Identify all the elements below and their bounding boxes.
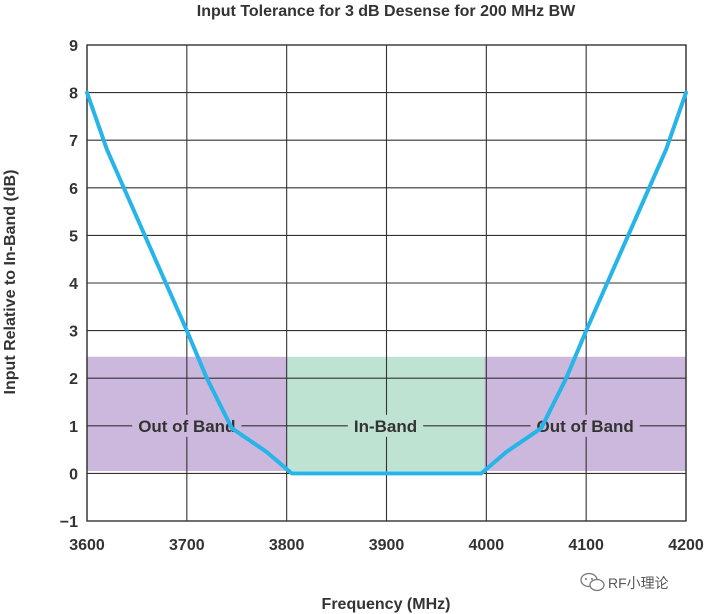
band-region-2 bbox=[286, 356, 485, 472]
x-tick-labels: 3600 3700 3800 3900 4000 4100 4200 bbox=[69, 537, 704, 554]
plot-frame bbox=[86, 44, 687, 522]
x-tick-label: 3800 bbox=[269, 537, 305, 554]
region-labels: Out of Band In-Band Out of Band bbox=[132, 414, 640, 437]
y-axis-label: Input Relative to In-Band (dB) bbox=[2, 170, 19, 395]
region-label-bg bbox=[530, 414, 640, 437]
watermark: RF小理论 bbox=[580, 572, 669, 592]
band-region-3 bbox=[484, 356, 686, 472]
x-tick-label: 4200 bbox=[668, 537, 704, 554]
x-tick-label: 4000 bbox=[469, 537, 505, 554]
x-axis-label: Frequency (MHz) bbox=[322, 596, 451, 613]
region-label-2: In-Band bbox=[354, 417, 417, 436]
x-tick-label: 3900 bbox=[369, 537, 405, 554]
x-tick-label: 4100 bbox=[568, 537, 604, 554]
series-line-1 bbox=[85, 90, 688, 476]
region-label-bg bbox=[132, 414, 242, 437]
y-tick-labels: −1 0 1 2 3 4 5 6 7 8 9 bbox=[60, 38, 78, 531]
y-tick-label: 4 bbox=[69, 276, 78, 293]
x-tick-label: 3600 bbox=[69, 537, 105, 554]
y-tick-label: 6 bbox=[69, 181, 78, 198]
region-label-bg bbox=[347, 414, 424, 437]
x-tick-label: 3700 bbox=[169, 537, 205, 554]
region-label-1: Out of Band bbox=[138, 417, 235, 436]
y-tick-label: 2 bbox=[69, 371, 78, 388]
y-tick-label: 7 bbox=[69, 133, 78, 150]
wechat-icon bbox=[580, 572, 605, 592]
y-tick-label: 5 bbox=[69, 228, 78, 245]
y-tick-label: 3 bbox=[69, 324, 78, 341]
series bbox=[85, 90, 688, 476]
y-tick-label: 1 bbox=[69, 419, 78, 436]
chart-title: Input Tolerance for 3 dB Desense for 200… bbox=[197, 3, 576, 20]
y-tick-label: 8 bbox=[69, 86, 78, 103]
y-tick-label: 0 bbox=[69, 466, 78, 483]
y-tick-label: −1 bbox=[60, 514, 78, 531]
region-label-3: Out of Band bbox=[537, 417, 634, 436]
watermark-text: RF小理论 bbox=[608, 575, 669, 591]
y-tick-label: 9 bbox=[69, 38, 78, 55]
